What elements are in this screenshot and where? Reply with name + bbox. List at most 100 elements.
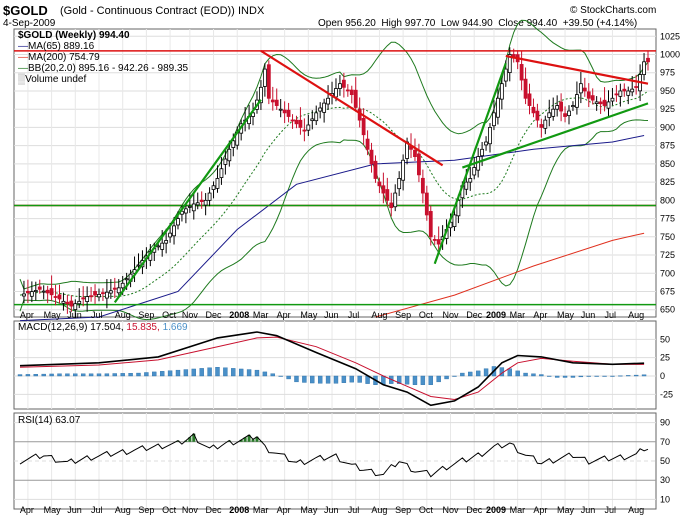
x-tick-label: Aug xyxy=(371,310,387,320)
candle-body xyxy=(365,138,370,150)
candle-body xyxy=(642,61,646,75)
rsi-chart: 90 70 50 30 10 xyxy=(14,418,670,504)
price-panel xyxy=(13,28,657,318)
x-tick-label: Nov xyxy=(443,310,460,320)
x-tick-label: Aug xyxy=(628,310,644,320)
candle-body xyxy=(555,105,560,110)
macd-histogram-bar xyxy=(547,375,552,377)
macd-tick-label: 50 xyxy=(660,334,670,344)
candle-body xyxy=(310,118,315,122)
x-tick-label: Sep xyxy=(395,310,411,320)
candle-body xyxy=(484,141,488,146)
x-tick-label: Apr xyxy=(277,310,291,320)
candle-body xyxy=(436,239,441,245)
candle-body xyxy=(345,89,350,92)
x-tick-label: Nov xyxy=(443,505,460,515)
x-tick-label: Mar xyxy=(253,310,269,320)
high-value: 997.70 xyxy=(404,18,436,29)
x-tick-label: Aug xyxy=(628,505,644,515)
macd-histogram-bar xyxy=(262,371,268,377)
price-tick-label: 925 xyxy=(660,104,675,114)
macd-histogram-bar xyxy=(523,372,528,377)
candle-body xyxy=(535,110,540,121)
x-tick-label: May xyxy=(300,310,318,320)
macd-histogram-bar xyxy=(49,373,54,377)
candle-body xyxy=(397,178,402,190)
macd-histogram-bar xyxy=(317,375,323,384)
candle-body xyxy=(219,168,224,178)
symbol: $GOLD xyxy=(3,3,48,18)
x-tick-label: Jun xyxy=(324,505,339,515)
macd-histogram-bar xyxy=(96,373,102,377)
macd-histogram-bar xyxy=(199,368,204,377)
candle-body xyxy=(22,293,26,297)
candle-body xyxy=(215,178,220,189)
x-tick-label: Sep xyxy=(138,505,154,515)
macd-legend: MACD(12,26,9) 17.504, 15.835, 1.669 xyxy=(18,322,188,333)
candle-body xyxy=(120,282,125,289)
candle-body xyxy=(97,293,101,298)
price-tick-label: 1025 xyxy=(660,31,680,41)
trendline-red xyxy=(260,49,444,167)
candle-body xyxy=(112,287,117,290)
candle-body xyxy=(286,109,291,117)
legend-bb: —BB(20,2.0) 895.16 - 942.26 - 989.35 xyxy=(18,63,189,74)
candle-body xyxy=(420,177,425,194)
legend-ma200-label: MA(200) 754.79 xyxy=(28,52,100,63)
close-value: 994.40 xyxy=(526,18,558,29)
macd-histogram-bar xyxy=(302,375,307,383)
x-tick-label: May xyxy=(44,505,62,515)
price-legend: $GOLD (Weekly) 994.40 —MA(65) 889.16 —MA… xyxy=(18,30,188,85)
trendline-red xyxy=(505,54,649,85)
macd-histogram-bar xyxy=(460,372,465,377)
x-tick-label: Nov xyxy=(182,505,199,515)
x-tick-label: Mar xyxy=(253,505,269,515)
x-tick-label: Jun xyxy=(67,505,82,515)
candle-body xyxy=(496,97,500,118)
macd-histogram-bar xyxy=(333,375,339,384)
candle-body xyxy=(590,95,595,101)
price-tick-label: 1000 xyxy=(660,50,680,60)
candle-body xyxy=(480,148,485,157)
legend-ma65-label: MA(65) 889.16 xyxy=(28,41,95,52)
rsi-tick-label: 70 xyxy=(660,437,670,447)
candle-body xyxy=(164,240,169,244)
candle-body xyxy=(183,208,188,214)
price-tick-label: 900 xyxy=(660,122,675,132)
macd-legend-prefix: MACD(12,26,9) xyxy=(18,322,88,333)
price-tick-label: 975 xyxy=(660,68,675,78)
candle-body xyxy=(49,288,54,296)
candle-body xyxy=(251,112,255,117)
macd-histogram-bar xyxy=(444,375,449,380)
candle-body xyxy=(523,78,528,99)
candle-body xyxy=(531,106,536,114)
candle-body xyxy=(377,181,382,187)
candle-body xyxy=(223,158,228,165)
rsi-legend: RSI(14) 63.07 xyxy=(18,415,81,426)
rsi-tick-label: 30 xyxy=(660,475,670,485)
exchange: INDX xyxy=(238,5,265,17)
candle-body xyxy=(393,192,398,208)
candle-body xyxy=(452,214,457,227)
macd-histogram-bar xyxy=(175,369,181,377)
x-tick-label: Dec xyxy=(206,310,223,320)
legend-ma200: —MA(200) 754.79 xyxy=(18,52,100,63)
macd-histogram-bar xyxy=(112,373,117,377)
candle-body xyxy=(527,93,532,106)
ma200-line xyxy=(375,232,645,318)
candle-body xyxy=(547,112,552,118)
candle-body xyxy=(136,264,141,267)
macd-histogram-bar xyxy=(404,375,410,385)
chart-date: 4-Sep-2009 xyxy=(3,18,56,29)
macd-histogram-bar xyxy=(286,375,291,380)
bollinger-upper xyxy=(19,19,649,290)
candle-body xyxy=(389,202,394,209)
macd-tick-label: 0 xyxy=(660,371,665,381)
legend-bb-label: BB(20,2.0) 895.16 - 942.26 - 989.35 xyxy=(28,63,189,74)
candle-body xyxy=(468,178,473,183)
candle-body xyxy=(507,54,512,74)
x-tick-label: Jun xyxy=(67,310,82,320)
x-tick-label: Nov xyxy=(182,310,199,320)
macd-histogram-bar xyxy=(570,375,576,378)
macd-histogram-bar xyxy=(428,375,433,386)
